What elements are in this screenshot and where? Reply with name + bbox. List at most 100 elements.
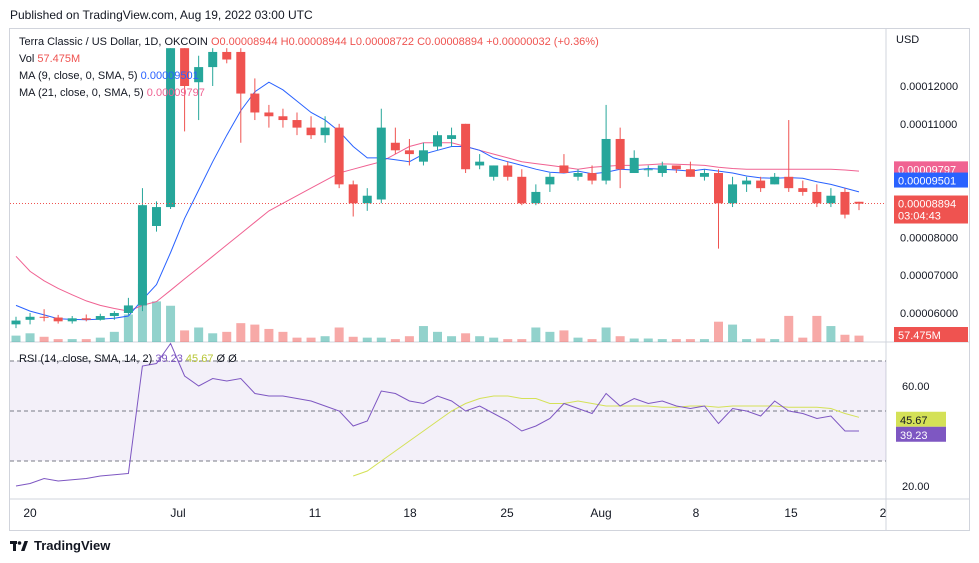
volume-bar xyxy=(306,337,316,342)
legend-ohlc-value: H0.00008944 xyxy=(278,36,347,48)
volume-bar xyxy=(222,331,232,342)
legend-rsi-part: 45.67 xyxy=(183,353,214,365)
candle-body xyxy=(517,176,527,204)
volume-bar xyxy=(250,324,260,342)
rsi-value-tag xyxy=(896,426,946,442)
legend-ohlc-value: Terra Classic / US Dollar, 1D, OKCOIN xyxy=(19,36,211,48)
candle-body xyxy=(643,169,653,171)
candle-body xyxy=(95,316,105,320)
published-note: Published on TradingView.com, Aug 19, 20… xyxy=(10,8,313,22)
candle-body xyxy=(798,188,808,192)
candle-body xyxy=(376,127,386,200)
volume-bar xyxy=(503,339,513,342)
rsi-scale-label: 60.00 xyxy=(902,381,930,393)
candle-body xyxy=(573,173,583,177)
price-scale-label: 0.00007000 xyxy=(900,270,958,282)
volume-bar xyxy=(109,331,119,342)
candle-body xyxy=(137,205,147,306)
candle-body xyxy=(475,161,485,166)
volume-bar xyxy=(152,301,161,342)
legend-volume-part: Vol xyxy=(19,53,37,65)
legend-rsi-part: RSI (14, close, SMA, 14, 2) xyxy=(19,353,155,365)
volume-bar xyxy=(756,338,766,342)
volume-bar xyxy=(742,339,752,342)
candle-body xyxy=(81,318,91,320)
candle-body xyxy=(489,165,499,177)
legend-ma21-part: MA (21, close, 0, SMA, 5) xyxy=(19,87,147,99)
volume-bar xyxy=(770,339,780,342)
candle-body xyxy=(657,165,667,174)
time-axis-label: Aug xyxy=(590,506,611,520)
volume-bar xyxy=(39,336,49,342)
volume-bar xyxy=(840,334,850,342)
time-axis-label: 15 xyxy=(784,506,798,520)
candle-body xyxy=(812,191,822,204)
volume-bar xyxy=(334,327,344,342)
volume-bar xyxy=(559,330,569,342)
candle-body xyxy=(320,127,330,136)
volume-tag xyxy=(894,327,968,342)
candle-body xyxy=(742,180,752,185)
volume-bar xyxy=(685,339,695,342)
countdown-text: 03:04:43 xyxy=(898,211,941,223)
candle-body xyxy=(728,184,738,204)
legend-ma9: MA (9, close, 0, SMA, 5) 0.00009501 xyxy=(19,70,199,82)
candle-body xyxy=(433,135,442,147)
legend-ma21: MA (21, close, 0, SMA, 5) 0.00009797 xyxy=(19,87,205,99)
volume-bar xyxy=(517,339,527,342)
tradingview-logo-icon xyxy=(10,540,28,551)
price-scale-label: 0.00012000 xyxy=(900,81,958,93)
candle-body xyxy=(250,93,260,113)
legend-volume: Vol 57.475M xyxy=(19,53,80,65)
candle-body xyxy=(334,127,344,185)
legend-ohlc-value: O0.00008944 xyxy=(211,36,278,48)
time-axis-label: 25 xyxy=(500,506,514,520)
legend-ohlc-value: C0.00008894 xyxy=(414,36,483,48)
chart-canvas[interactable]: 20.0060.0045.6739.23USD0.000060000.00007… xyxy=(10,29,969,530)
volume-bar xyxy=(615,336,625,342)
candle-body xyxy=(629,157,639,174)
candle-body xyxy=(714,173,723,204)
candle-body xyxy=(236,51,246,94)
candle-body xyxy=(503,165,513,177)
candle-body xyxy=(699,173,709,177)
volume-bar xyxy=(25,333,35,342)
candle-body xyxy=(756,180,766,189)
volume-bar xyxy=(728,324,738,342)
candle-body xyxy=(306,127,316,136)
volume-bar xyxy=(629,338,639,342)
volume-bar xyxy=(376,337,386,342)
candle-body xyxy=(615,138,625,170)
candle-body xyxy=(11,320,21,325)
candle-body xyxy=(854,201,864,204)
volume-bar xyxy=(236,323,246,342)
volume-bar xyxy=(798,337,808,342)
candle-body xyxy=(418,150,428,162)
currency-label: USD xyxy=(896,34,919,46)
volume-bar xyxy=(264,328,274,342)
volume-bar xyxy=(95,337,105,342)
volume-bar xyxy=(320,336,330,342)
volume-bar xyxy=(433,331,442,342)
last-price-tag xyxy=(894,195,968,224)
volume-bar xyxy=(812,315,822,342)
volume-bar xyxy=(475,336,485,342)
volume-bar xyxy=(362,337,372,342)
candle-body xyxy=(671,165,681,170)
candle-body xyxy=(264,112,274,117)
time-axis-label: 8 xyxy=(693,506,700,520)
volume-bar xyxy=(699,339,709,342)
volume-bar xyxy=(137,284,147,342)
volume-bar xyxy=(447,336,457,342)
volume-bar xyxy=(826,326,836,342)
rsi-ma-value-text: 45.67 xyxy=(900,415,928,427)
volume-bar xyxy=(461,333,471,342)
volume-bar xyxy=(418,326,428,342)
volume-bar xyxy=(292,337,302,342)
volume-bar xyxy=(545,331,555,342)
volume-bar xyxy=(489,337,499,342)
volume-bar xyxy=(671,339,681,342)
legend-ohlc-value: +0.00000032 (+0.36%) xyxy=(483,36,599,48)
last-price-tag-text: 0.00008894 xyxy=(898,199,956,211)
volume-bar xyxy=(854,335,864,342)
